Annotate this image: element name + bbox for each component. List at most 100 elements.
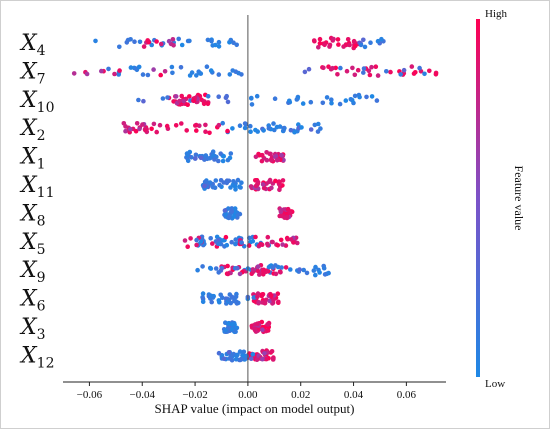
shap-point	[127, 126, 133, 132]
shap-point	[288, 237, 294, 242]
shap-point	[411, 71, 417, 76]
shap-point	[179, 42, 185, 48]
shap-point	[236, 70, 241, 76]
shap-point	[237, 123, 243, 128]
shap-point	[384, 69, 389, 74]
shap-point	[188, 236, 193, 241]
shap-point	[256, 300, 262, 305]
shap-point	[261, 185, 267, 191]
shap-point	[261, 128, 266, 133]
shap-point	[302, 69, 308, 75]
shap-point	[210, 149, 216, 154]
shap-point	[266, 264, 272, 270]
shap-point	[284, 214, 290, 220]
shap-point	[249, 102, 255, 107]
shap-point	[254, 357, 260, 363]
shap-point	[294, 97, 300, 102]
shap-point	[184, 128, 189, 133]
shap-point	[254, 93, 260, 99]
shap-point	[265, 322, 271, 327]
shap-point	[252, 326, 257, 332]
shap-point	[165, 95, 170, 100]
shap-point	[225, 157, 231, 163]
shap-point	[262, 300, 268, 306]
shap-point	[225, 99, 231, 105]
feature-label-x8: X8	[19, 201, 46, 229]
shap-point	[217, 182, 222, 188]
shap-point	[106, 66, 111, 72]
shap-point	[225, 271, 231, 277]
shap-point	[141, 98, 146, 104]
feature-label-x7: X7	[19, 59, 46, 87]
shap-point	[248, 129, 253, 134]
shap-point	[239, 180, 244, 185]
shap-point	[133, 66, 138, 71]
shap-point	[375, 73, 381, 78]
shap-point	[344, 68, 350, 74]
shap-point	[295, 240, 300, 246]
shap-point	[160, 96, 166, 101]
shap-point	[229, 326, 235, 332]
feature-label-x3: X3	[19, 315, 46, 343]
shap-point	[433, 72, 439, 77]
colorbar-title: Feature value	[512, 166, 526, 231]
shap-point	[216, 237, 221, 243]
shap-point	[255, 268, 260, 274]
shap-point	[280, 178, 286, 183]
shap-point	[226, 350, 232, 355]
shap-point	[154, 129, 159, 135]
shap-point	[316, 121, 321, 127]
shap-point	[209, 299, 214, 305]
shap-point	[185, 244, 190, 249]
shap-point	[230, 321, 235, 327]
shap-point	[364, 94, 369, 100]
shap-point	[132, 39, 137, 44]
colorbar	[476, 19, 480, 377]
shap-point	[194, 237, 199, 243]
shap-point	[313, 272, 318, 278]
shap-point	[223, 327, 228, 333]
shap-point	[224, 178, 230, 183]
shap-point	[237, 271, 243, 277]
shap-point	[285, 236, 290, 242]
shap-point	[218, 151, 223, 156]
shap-point	[128, 65, 134, 70]
shap-point	[285, 207, 291, 212]
shap-point	[345, 37, 351, 42]
shap-point	[248, 239, 253, 245]
shap-point	[422, 71, 427, 77]
shap-point	[361, 66, 367, 71]
shap-point	[224, 242, 230, 248]
shap-point	[176, 36, 181, 42]
shap-point	[173, 123, 179, 128]
shap-point	[317, 270, 322, 275]
shap-point	[208, 236, 213, 241]
shap-point	[272, 127, 277, 133]
shap-point	[198, 239, 204, 244]
shap-point	[265, 243, 271, 248]
feature-label-x9: X9	[19, 258, 46, 286]
shap-point	[361, 70, 366, 75]
shap-point	[128, 37, 133, 42]
shap-point	[260, 327, 265, 333]
shap-point	[124, 40, 130, 45]
shap-point	[194, 242, 199, 248]
shap-point	[202, 183, 207, 189]
shap-point	[251, 298, 257, 304]
shap-point	[216, 241, 222, 247]
shap-point	[218, 178, 224, 183]
shap-point	[170, 70, 175, 76]
shap-point	[212, 185, 218, 190]
shap-point	[355, 67, 361, 73]
shap-point	[227, 72, 233, 77]
shap-point	[267, 151, 272, 157]
shap-point	[208, 293, 214, 299]
x-ticks: −0.06 −0.04 −0.02 0.00 0.02 0.04 0.06	[77, 382, 417, 401]
shap-point	[137, 126, 142, 132]
shap-point	[369, 64, 374, 70]
x-tick-label: 0.00	[238, 389, 258, 401]
x-tick-label: −0.06	[77, 389, 103, 401]
shap-point	[225, 128, 230, 134]
shap-point	[205, 37, 211, 43]
